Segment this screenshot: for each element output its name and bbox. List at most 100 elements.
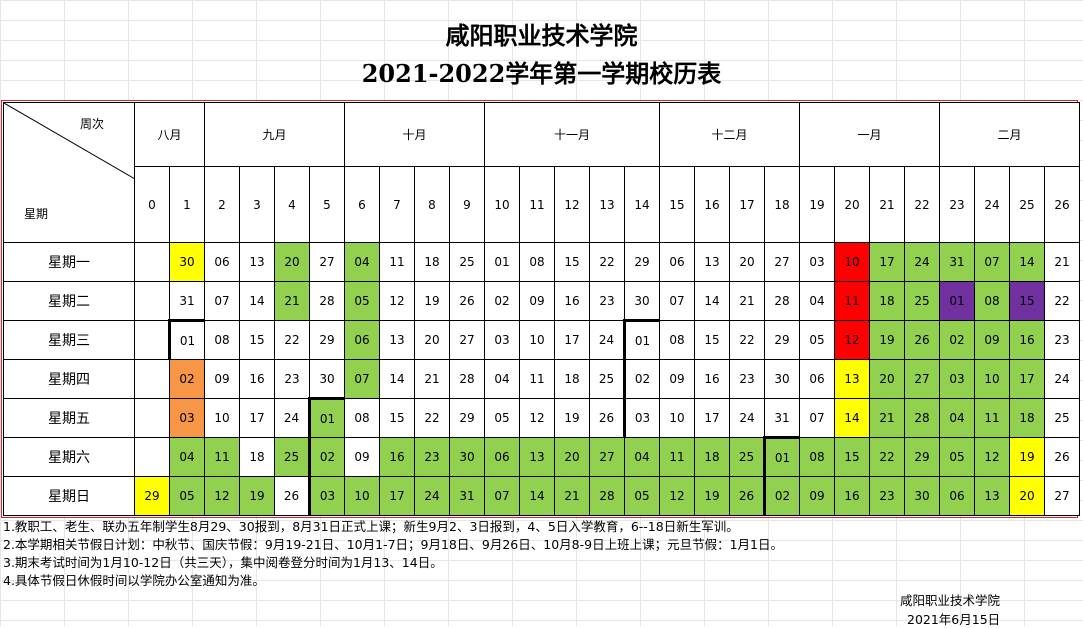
date-cell: 11 xyxy=(379,242,415,282)
date-cell: 28 xyxy=(449,359,485,399)
date-cell: 09 xyxy=(799,476,835,516)
week-number: 11 xyxy=(519,166,555,243)
date-cell: 21 xyxy=(274,281,310,321)
week-number: 3 xyxy=(239,166,275,243)
week-number: 14 xyxy=(624,166,660,243)
date-cell: 05 xyxy=(344,281,380,321)
date-cell: 03 xyxy=(623,398,660,438)
school-title: 咸阳职业技术学院 xyxy=(445,21,638,50)
date-cell: 12 xyxy=(519,398,555,438)
date-cell: 19 xyxy=(414,281,450,321)
date-cell: 16 xyxy=(239,359,275,399)
diagonal-line xyxy=(4,103,134,179)
week-number: 6 xyxy=(344,166,380,243)
date-cell: 16 xyxy=(1009,320,1045,360)
date-cell: 21 xyxy=(554,476,590,516)
date-cell: 21 xyxy=(869,398,905,438)
date-cell: 06 xyxy=(344,320,380,360)
week-number: 2 xyxy=(204,166,240,243)
date-cell: 05 xyxy=(169,476,205,516)
date-cell: 25 xyxy=(589,359,625,399)
date-cell: 09 xyxy=(974,320,1010,360)
week-number: 4 xyxy=(274,166,310,243)
month-header: 十二月 xyxy=(659,102,800,167)
date-cell: 11 xyxy=(659,437,695,477)
notes: 1.教职工、老生、联办五年制学生8月29、30报到，8月31日正式上课；新生9月… xyxy=(3,518,783,590)
date-cell: 02 xyxy=(308,437,345,477)
date-cell: 16 xyxy=(554,281,590,321)
date-cell: 13 xyxy=(694,242,730,282)
date-cell: 23 xyxy=(869,476,905,516)
date-cell: 04 xyxy=(484,359,520,399)
week-number: 13 xyxy=(589,166,625,243)
date-cell: 27 xyxy=(309,242,345,282)
date-cell: 30 xyxy=(764,359,800,399)
date-cell: 03 xyxy=(308,476,345,516)
date-cell: 05 xyxy=(939,437,975,477)
date-cell: 31 xyxy=(764,398,800,438)
date-cell: 01 xyxy=(168,319,205,360)
date-cell: 13 xyxy=(834,359,870,399)
note-line: 3.期末考试时间为1月10-12日（共三天），集中阅卷登分时间为1月13、14日… xyxy=(3,555,443,570)
date-cell: 24 xyxy=(1044,359,1080,399)
date-cell: 13 xyxy=(519,437,555,477)
weekday-label: 星期五 xyxy=(3,398,135,438)
date-cell: 12 xyxy=(974,437,1010,477)
date-cell xyxy=(134,281,170,321)
date-cell: 28 xyxy=(309,281,345,321)
week-number: 0 xyxy=(134,166,170,243)
date-cell: 31 xyxy=(939,242,975,282)
date-cell: 18 xyxy=(1009,398,1045,438)
date-cell: 16 xyxy=(834,476,870,516)
date-cell: 04 xyxy=(799,281,835,321)
date-cell: 08 xyxy=(799,437,835,477)
week-number: 25 xyxy=(1009,166,1045,243)
date-cell: 18 xyxy=(239,437,275,477)
date-cell: 26 xyxy=(904,320,940,360)
date-cell: 06 xyxy=(799,359,835,399)
date-cell: 26 xyxy=(274,476,310,516)
week-number: 16 xyxy=(694,166,730,243)
date-cell: 25 xyxy=(1044,398,1080,438)
date-cell xyxy=(134,242,170,282)
date-cell: 17 xyxy=(694,398,730,438)
date-cell: 23 xyxy=(589,281,625,321)
date-cell: 04 xyxy=(169,437,205,477)
date-cell: 18 xyxy=(414,242,450,282)
weekday-label: 星期四 xyxy=(3,359,135,399)
date-cell: 22 xyxy=(414,398,450,438)
date-cell: 14 xyxy=(379,359,415,399)
date-cell: 02 xyxy=(623,359,660,399)
date-cell: 25 xyxy=(904,281,940,321)
date-cell: 14 xyxy=(1009,242,1045,282)
date-cell: 08 xyxy=(344,398,380,438)
date-cell: 07 xyxy=(659,281,695,321)
date-cell: 27 xyxy=(449,320,485,360)
date-cell: 01 xyxy=(484,242,520,282)
date-cell: 08 xyxy=(974,281,1010,321)
date-cell: 12 xyxy=(659,476,695,516)
date-cell: 04 xyxy=(344,242,380,282)
date-cell: 19 xyxy=(554,398,590,438)
date-cell: 22 xyxy=(274,320,310,360)
date-cell: 29 xyxy=(134,476,170,516)
note-line: 1.教职工、老生、联办五年制学生8月29、30报到，8月31日正式上课；新生9月… xyxy=(3,519,739,534)
date-cell: 09 xyxy=(519,281,555,321)
date-cell: 28 xyxy=(904,398,940,438)
date-cell: 15 xyxy=(834,437,870,477)
week-number: 10 xyxy=(484,166,520,243)
date-cell: 20 xyxy=(274,242,310,282)
date-cell: 17 xyxy=(1009,359,1045,399)
date-cell: 04 xyxy=(939,398,975,438)
date-cell: 29 xyxy=(904,437,940,477)
date-cell: 24 xyxy=(904,242,940,282)
corner-header: 周次 星期 xyxy=(3,102,135,243)
date-cell xyxy=(134,437,170,477)
date-cell: 12 xyxy=(379,281,415,321)
date-cell: 15 xyxy=(379,398,415,438)
date-cell: 22 xyxy=(589,242,625,282)
date-cell: 09 xyxy=(204,359,240,399)
date-cell xyxy=(134,320,170,360)
date-cell: 22 xyxy=(869,437,905,477)
